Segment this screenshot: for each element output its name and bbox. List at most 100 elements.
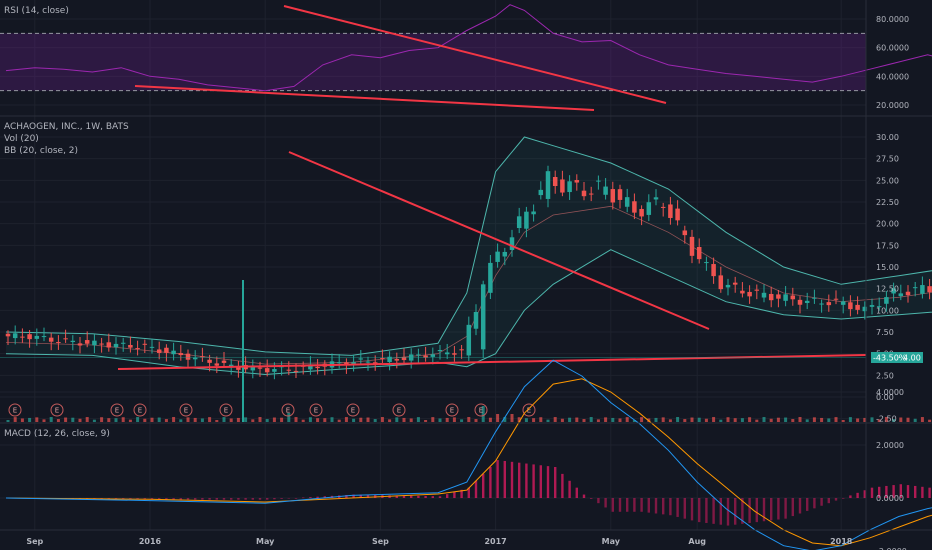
volume-bar-77 xyxy=(560,418,564,422)
volume-bar-90 xyxy=(654,417,658,422)
macd-histogram-bar-75 xyxy=(546,466,550,498)
candle-body-121 xyxy=(876,306,882,308)
earnings-circle-5 xyxy=(219,403,233,417)
price-tick-label-8: 10.00 xyxy=(876,306,899,315)
price-tick-label-2: 25.00 xyxy=(876,176,899,185)
earnings-letter-4: E xyxy=(184,407,188,415)
volume-bar-110 xyxy=(798,417,802,422)
price-change-tag: -43.50% · 4.00 xyxy=(871,352,923,363)
candle-body-88 xyxy=(639,208,644,217)
macd-histogram-bar-82 xyxy=(597,498,600,504)
volume-bar-61 xyxy=(445,417,449,422)
candle-body-53 xyxy=(387,356,392,363)
earnings-marker-1: E xyxy=(50,403,64,417)
macd-histogram-bar-128 xyxy=(928,487,931,498)
axis-layer: 80.0000 60.0000 40.0000 20.0000 30.00 27.50 25… xyxy=(26,15,909,550)
macd-histogram-bar-107 xyxy=(777,498,780,520)
macd-histogram-bar-84 xyxy=(611,498,614,512)
volume-bar-13 xyxy=(100,417,104,422)
candle-body-113 xyxy=(819,303,824,305)
candle-body-90 xyxy=(653,197,659,200)
candle-body-20 xyxy=(149,346,155,348)
volume-bar-21 xyxy=(157,417,161,422)
volume-bar-70 xyxy=(510,414,514,422)
volume-bar-2 xyxy=(20,418,24,422)
candle-body-57 xyxy=(416,354,421,356)
volume-bar-37 xyxy=(272,417,276,422)
volume-bar-115 xyxy=(834,417,838,422)
volume-bar-118 xyxy=(856,418,860,422)
volume-bar-83 xyxy=(604,417,608,422)
earnings-circle-11 xyxy=(474,403,488,417)
volume-bar-15 xyxy=(114,418,118,422)
time-axis-label-5: May xyxy=(602,537,621,546)
macd-histogram-bar-109 xyxy=(791,498,794,517)
volume-bar-116 xyxy=(841,419,845,422)
macd-pane-title[interactable]: MACD (12, 26, close, 9) xyxy=(4,429,110,439)
macd-histogram-bar-38 xyxy=(280,498,283,499)
price-tick-label-4: 20.00 xyxy=(876,220,899,229)
volume-bar-45 xyxy=(330,417,334,422)
rsi-tick-label-2: 40.0000 xyxy=(876,72,909,81)
candle-body-77 xyxy=(560,179,565,193)
earnings-circle-4 xyxy=(179,403,193,417)
volume-bar-47 xyxy=(344,417,348,422)
candle-body-84 xyxy=(610,189,616,203)
bb-basis xyxy=(5,205,932,365)
price-tick-label-7: 12.50 xyxy=(876,285,899,294)
macd-histogram-bar-80 xyxy=(582,494,586,498)
macd-histogram-bar-90 xyxy=(654,498,658,514)
macd-histogram-bar-123 xyxy=(892,485,895,498)
candle-body-71 xyxy=(516,216,522,229)
macd-histogram-bar-92 xyxy=(669,498,672,516)
earnings-circle-12 xyxy=(522,403,536,417)
volume-indicator-label[interactable]: Vol (20) xyxy=(4,134,39,144)
macd-histogram-bar-119 xyxy=(863,490,866,498)
macd-histogram-bar-69 xyxy=(503,460,506,498)
volume-bar-28 xyxy=(208,417,212,422)
macd-histogram-bar-29 xyxy=(215,498,218,500)
volume-bar-5 xyxy=(42,419,46,422)
volume-bar-56 xyxy=(409,418,413,422)
earnings-marker-6: E xyxy=(281,403,295,417)
macd-histogram-bar-97 xyxy=(705,498,708,523)
volume-bar-82 xyxy=(596,419,600,422)
macd-histogram-bar-60 xyxy=(438,496,442,498)
price-pane-title[interactable]: ACHAOGEN, INC., 1W, BATS xyxy=(4,122,129,132)
volume-bar-53 xyxy=(388,419,392,422)
macd-histogram-bar-62 xyxy=(453,491,456,498)
volume-bar-111 xyxy=(805,419,809,422)
rsi-pane-title[interactable]: RSI (14, close) xyxy=(4,6,69,16)
earnings-circle-2 xyxy=(110,403,124,417)
volume-bar-16 xyxy=(121,417,125,422)
candle-body-55 xyxy=(401,356,407,361)
candle-body-24 xyxy=(178,353,184,356)
candle-body-18 xyxy=(135,348,140,350)
candle-body-83 xyxy=(603,186,608,195)
macd-histogram-bar-58 xyxy=(424,495,427,498)
price-tick-label-6: 15.00 xyxy=(876,263,899,272)
candle-body-86 xyxy=(624,197,630,207)
candle-body-107 xyxy=(776,294,781,299)
rsi-line xyxy=(5,4,932,92)
candle-body-82 xyxy=(596,180,601,182)
candle-body-70 xyxy=(509,237,515,250)
macd-histogram-bar-56 xyxy=(410,495,413,498)
candle-body-5 xyxy=(41,336,47,338)
macd-histogram-bar-95 xyxy=(690,498,694,521)
volume-bar-38 xyxy=(280,417,284,422)
candle-body-19 xyxy=(142,343,148,345)
candle-body-49 xyxy=(358,358,364,360)
volume-bar-74 xyxy=(539,417,543,422)
candle-body-100 xyxy=(725,284,731,288)
volume-bar-9 xyxy=(71,417,75,422)
candle-body-51 xyxy=(372,362,378,364)
candle-body-8 xyxy=(63,338,68,340)
volume-bar-31 xyxy=(229,418,233,422)
macd-tick-label-3: -2.0000 xyxy=(876,547,907,550)
earnings-letter-11: E xyxy=(479,407,483,415)
macd-histogram-bar-64 xyxy=(467,487,470,498)
bollinger-indicator-label[interactable]: BB (20, close, 2) xyxy=(4,146,78,156)
price-tick-label-13: -2.50 xyxy=(876,415,897,424)
macd-histogram-bar-65 xyxy=(474,480,478,498)
